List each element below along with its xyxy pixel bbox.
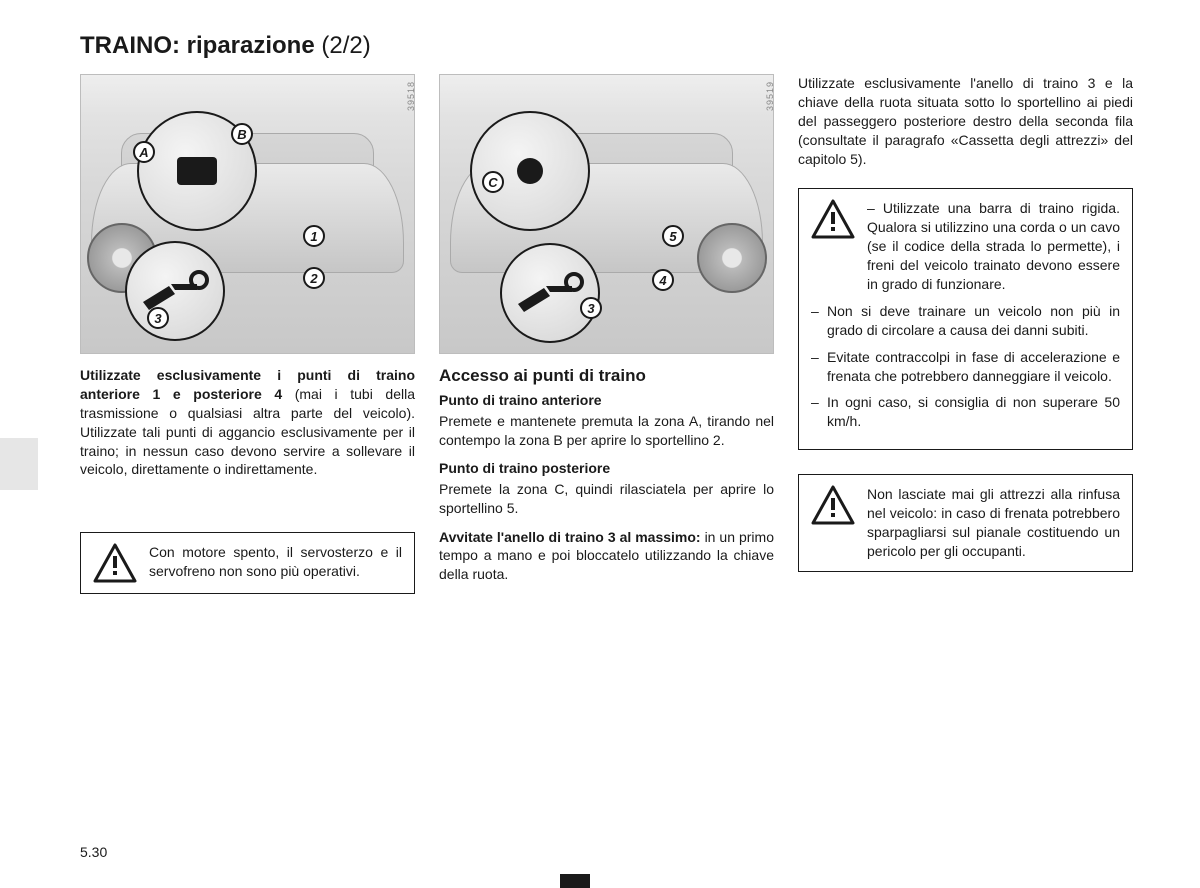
title-main: TRAINO: riparazione	[80, 32, 315, 59]
col2-para-c: Avvitate l'anello di traino 3 al massimo…	[439, 528, 774, 585]
col2-para-b: Premete la zona C, quindi rilasciatela p…	[439, 480, 774, 518]
warning-li-3: Evitate contraccolpi in fase di accelera…	[811, 348, 1120, 386]
callout-wrench-3b	[500, 243, 600, 343]
page-title: TRAINO: riparazione (2/2)	[80, 32, 1150, 60]
warning-box-towing-rules: – Utilizzate una barra di traino rigida.…	[798, 188, 1133, 450]
col2-para-a: Premete e mantenete premuta la zona A, t…	[439, 412, 774, 450]
warning-servo-text: Con motore spento, il servosterzo e il s…	[149, 543, 402, 583]
col3-intro-text: Utilizzate esclusivamente l'anello di tr…	[798, 74, 1133, 168]
column-3: Utilizzate esclusivamente l'anello di tr…	[798, 74, 1133, 594]
col3-intro: Utilizzate esclusivamente l'anello di tr…	[798, 74, 1133, 178]
warning-li-4: In ogni caso, si consiglia di non supera…	[811, 393, 1120, 431]
page-number: 5.30	[80, 844, 107, 860]
label-1: 1	[303, 225, 325, 247]
warning-rules-list: Non si deve trainare un veicolo non più …	[811, 302, 1120, 431]
image-id: 39519	[765, 81, 774, 111]
col2-heading: Accesso ai punti di traino	[439, 366, 774, 386]
label-4: 4	[652, 269, 674, 291]
image-id: 39518	[406, 81, 415, 111]
content-columns: 39518 A B 1	[80, 74, 1150, 594]
manual-page: TRAINO: riparazione (2/2) 39518	[0, 0, 1200, 888]
title-page-indicator: (2/2)	[321, 32, 370, 59]
label-C: C	[482, 171, 504, 193]
label-B: B	[231, 123, 253, 145]
column-2: 39519 C 5 4	[439, 74, 774, 594]
diagram-front-towing: 39518 A B 1	[80, 74, 415, 354]
warning-triangle-icon	[811, 485, 855, 525]
label-3a: 3	[147, 307, 169, 329]
col1-text: Utilizzate esclusivamente i punti di tra…	[80, 366, 415, 489]
warning-rules-first: – Utilizzate una barra di traino rigida.…	[867, 199, 1120, 293]
warning-triangle-icon	[811, 199, 855, 239]
column-1: 39518 A B 1	[80, 74, 415, 594]
label-3b: 3	[580, 297, 602, 319]
warning-box-servo: Con motore spento, il servosterzo e il s…	[80, 532, 415, 594]
warning-triangle-icon	[93, 543, 137, 583]
diagram-rear-towing: 39519 C 5 4	[439, 74, 774, 354]
col1-paragraph-1: Utilizzate esclusivamente i punti di tra…	[80, 366, 415, 479]
callout-wrench-3	[125, 241, 225, 341]
tow-wrench-icon	[135, 266, 215, 316]
col2-sub-b: Punto di traino posteriore	[439, 460, 774, 476]
label-2: 2	[303, 267, 325, 289]
warning-box-tools: Non lasciate mai gli attrezzi alla rinfu…	[798, 474, 1133, 572]
label-5: 5	[662, 225, 684, 247]
warning-tools-text: Non lasciate mai gli attrezzi alla rinfu…	[867, 485, 1120, 561]
col2-pc-bold: Avvitate l'anello di traino 3 al massimo…	[439, 529, 701, 545]
col2-sub-a: Punto di traino anteriore	[439, 392, 774, 408]
col2-text: Accesso ai punti di traino Punto di trai…	[439, 366, 774, 594]
warning-li-2: Non si deve trainare un veicolo non più …	[811, 302, 1120, 340]
crop-mark	[560, 874, 590, 888]
label-A: A	[133, 141, 155, 163]
tow-wrench-icon	[510, 268, 590, 318]
